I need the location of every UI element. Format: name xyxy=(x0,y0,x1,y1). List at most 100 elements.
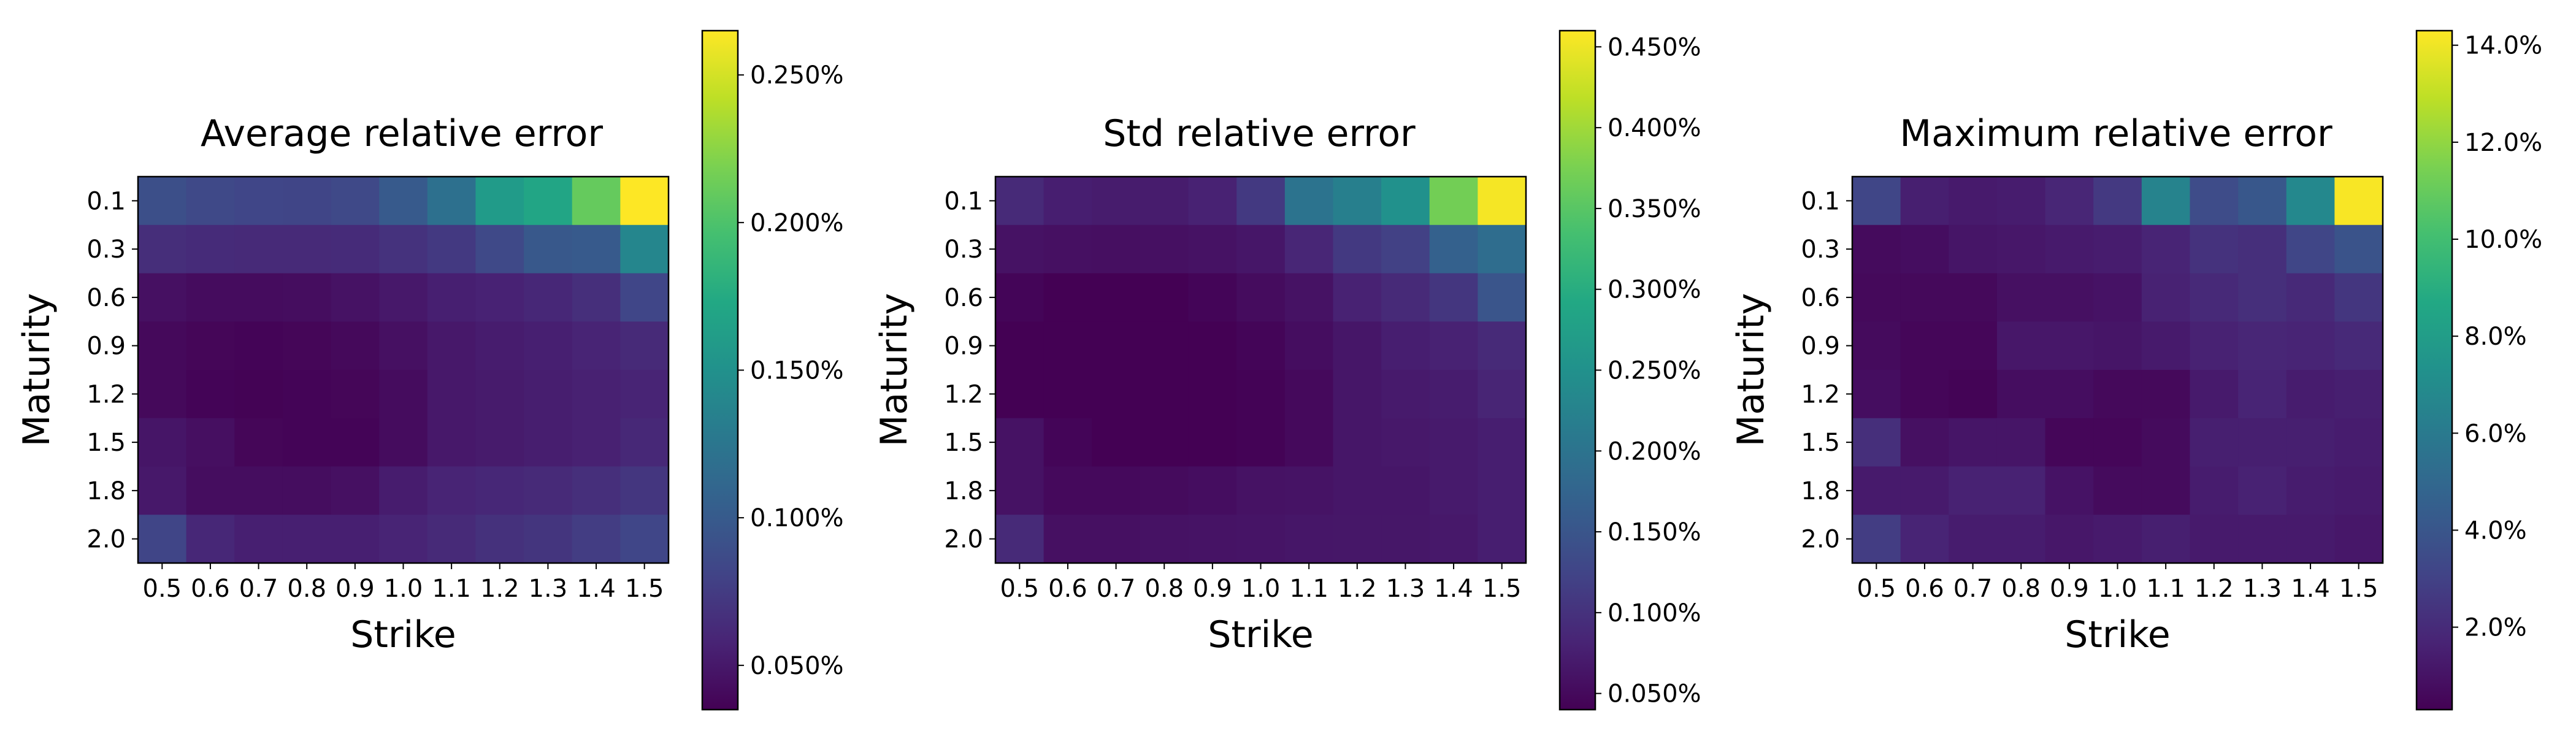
x-tick-label: 1.3 xyxy=(529,575,568,603)
heatmap-cell xyxy=(2141,515,2191,564)
heatmap-cell xyxy=(572,418,621,467)
heatmap-cell xyxy=(2238,466,2287,515)
y-tick-label: 1.8 xyxy=(1801,477,1840,505)
heatmap-cell xyxy=(1852,466,1901,515)
heatmap-cell xyxy=(620,418,669,467)
heatmap-cell xyxy=(524,418,573,467)
heatmap-cell xyxy=(186,177,235,226)
y-tick-label: 0.6 xyxy=(944,284,983,312)
heatmap-cell xyxy=(475,177,524,226)
heatmap-cell xyxy=(524,177,573,226)
heatmap-panel-2: Std relative error 0.5 0.6 0.7 0.8 0.9 1.0 1.1 1… xyxy=(873,29,1701,711)
heatmap-cell xyxy=(282,177,332,226)
heatmap-cell xyxy=(2045,273,2094,322)
heatmap-cell xyxy=(186,321,235,370)
heatmap-cell xyxy=(995,370,1045,419)
heatmap-cell xyxy=(1900,515,1949,564)
heatmap-cell xyxy=(1478,321,1527,370)
heatmap-cell xyxy=(1478,418,1527,467)
heatmap-cell xyxy=(331,515,380,564)
heatmap-cell xyxy=(2286,177,2335,226)
y-tick-label: 0.6 xyxy=(1801,284,1840,312)
heatmap-cell xyxy=(524,273,573,322)
heatmap-cell xyxy=(379,224,428,274)
heatmap-cell xyxy=(1333,418,1382,467)
y-tick-label: 1.8 xyxy=(86,477,126,505)
heatmap-cell xyxy=(2190,370,2239,419)
heatmap-cell xyxy=(1333,224,1382,274)
x-tick-label: 0.9 xyxy=(335,575,375,603)
heatmap-cell xyxy=(1140,370,1189,419)
x-tick-label: 0.5 xyxy=(1857,575,1896,603)
x-tick-label: 1.2 xyxy=(1338,575,1377,603)
x-tick-label: 1.1 xyxy=(1289,575,1328,603)
colorbar-tick-label: 0.150% xyxy=(750,357,844,385)
colorbar-tick-label: 0.350% xyxy=(1608,195,1701,223)
heatmap-cell xyxy=(2141,273,2191,322)
heatmap-cell xyxy=(331,418,380,467)
x-axis-label: Strike xyxy=(350,613,456,656)
heatmap-cell xyxy=(2238,321,2287,370)
heatmap-cell xyxy=(282,273,332,322)
x-tick-label: 0.8 xyxy=(2001,575,2041,603)
heatmap-cell xyxy=(379,321,428,370)
heatmap-cell xyxy=(427,321,477,370)
heatmap-cell xyxy=(2141,466,2191,515)
heatmap-cell xyxy=(2238,515,2287,564)
heatmap-cell xyxy=(1949,177,1998,226)
heatmap-panel-3: Maximum relative error 0.5 0.6 0.7 0.8 0.9 1.0… xyxy=(1730,29,2542,711)
heatmap-cell xyxy=(1333,273,1382,322)
heatmap-cell xyxy=(1333,321,1382,370)
heatmap-cell xyxy=(2286,515,2335,564)
heatmap-cell xyxy=(2093,515,2142,564)
heatmap-cell xyxy=(1996,370,2046,419)
heatmap-cell xyxy=(1188,177,1237,226)
y-tick-label: 0.1 xyxy=(944,187,983,215)
chart-title: Maximum relative error xyxy=(1899,112,2333,155)
heatmap-cell xyxy=(1092,370,1141,419)
heatmap-cell xyxy=(1140,224,1189,274)
x-tick-label: 1.0 xyxy=(1241,575,1281,603)
colorbar-tick-label: 0.300% xyxy=(1608,276,1701,304)
heatmap-cell xyxy=(475,273,524,322)
heatmap-cell xyxy=(2093,466,2142,515)
heatmap-cell xyxy=(138,177,187,226)
heatmap-cells xyxy=(1852,177,2383,564)
heatmap-cell xyxy=(186,224,235,274)
x-tick-label: 0.6 xyxy=(191,575,230,603)
heatmap-cell xyxy=(331,273,380,322)
heatmap-cell xyxy=(1478,177,1527,226)
heatmap-cell xyxy=(234,515,283,564)
heatmap-cell xyxy=(427,515,477,564)
heatmap-cell xyxy=(1188,466,1237,515)
y-tick-label: 0.1 xyxy=(1801,187,1840,215)
heatmap-cell xyxy=(572,515,621,564)
colorbar xyxy=(701,29,739,711)
heatmap-cell xyxy=(620,466,669,515)
colorbar-tick-label: 12.0% xyxy=(2464,129,2542,157)
heatmap-cell xyxy=(1429,224,1478,274)
heatmap-cell xyxy=(475,370,524,419)
y-tick-label: 1.2 xyxy=(86,380,126,408)
heatmap-cell xyxy=(1900,321,1949,370)
heatmap-cell xyxy=(1900,466,1949,515)
colorbar-tick-label: 0.050% xyxy=(750,652,844,680)
y-axis-label: Maturity xyxy=(1730,293,1773,447)
heatmap-cell xyxy=(1381,273,1430,322)
heatmap-cell xyxy=(234,321,283,370)
colorbar-tick-label: 0.050% xyxy=(1608,680,1701,708)
heatmap-cell xyxy=(1140,321,1189,370)
heatmap-cell xyxy=(1284,370,1334,419)
y-tick-label: 0.3 xyxy=(1801,236,1840,264)
heatmap-cell xyxy=(524,224,573,274)
heatmap-cell xyxy=(2045,224,2094,274)
y-tick-label: 2.0 xyxy=(1801,526,1840,554)
heatmap-panel-1: Average relative error 0.5 0.6 0.7 0.8 0.9 1.0… xyxy=(15,29,844,711)
heatmap-cell xyxy=(1043,466,1092,515)
heatmap-cell xyxy=(1900,273,1949,322)
heatmap-cell xyxy=(2334,177,2383,226)
heatmap-cell xyxy=(2093,321,2142,370)
heatmap-cell xyxy=(234,466,283,515)
heatmap-cell xyxy=(1284,273,1334,322)
